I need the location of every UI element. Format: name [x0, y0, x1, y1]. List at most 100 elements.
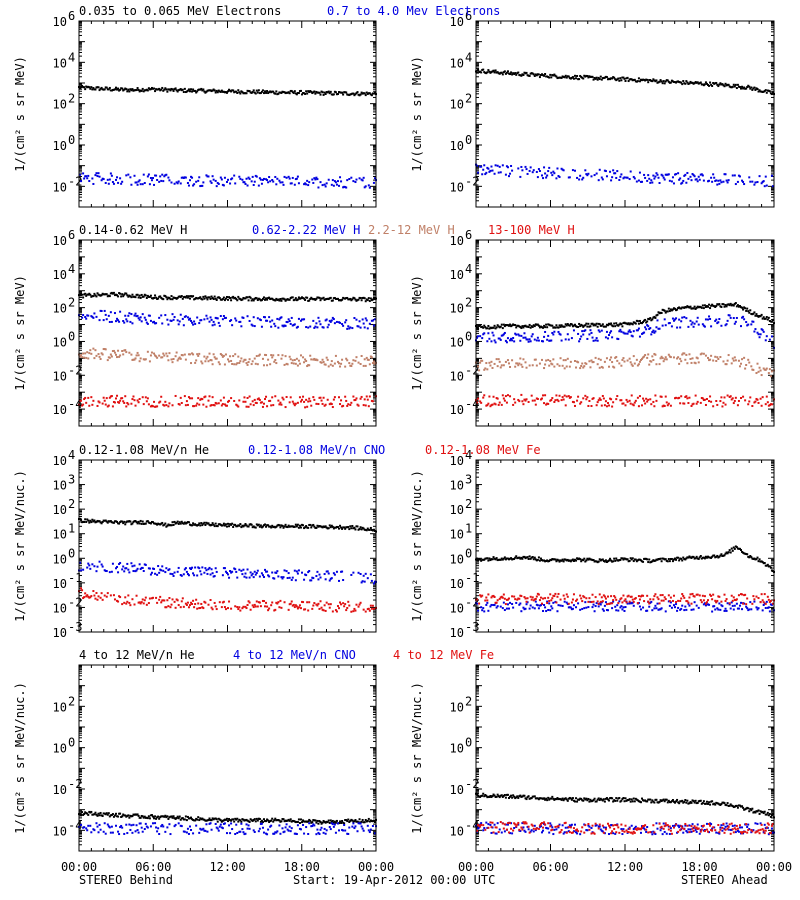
data-point — [162, 298, 165, 301]
data-point — [580, 401, 583, 404]
data-point — [506, 359, 509, 362]
data-point — [95, 570, 98, 573]
data-point — [585, 74, 588, 77]
data-point — [156, 523, 159, 526]
data-point — [507, 362, 510, 365]
data-point — [349, 525, 352, 528]
data-point — [155, 174, 158, 177]
data-point — [105, 293, 108, 296]
data-point — [142, 173, 145, 176]
data-point — [496, 164, 499, 167]
data-point — [137, 601, 140, 604]
data-point — [80, 587, 83, 590]
data-point — [719, 400, 722, 403]
data-point — [265, 91, 268, 94]
data-point — [90, 396, 93, 399]
data-point — [84, 518, 87, 521]
data-point — [333, 396, 336, 399]
data-point — [197, 397, 200, 400]
data-point — [222, 522, 225, 525]
data-point — [111, 521, 114, 524]
series-0 — [475, 68, 775, 96]
data-point — [495, 71, 498, 74]
data-point — [248, 523, 251, 526]
data-point — [487, 324, 490, 327]
data-point — [90, 315, 93, 318]
data-point — [95, 520, 98, 523]
data-point — [625, 398, 628, 401]
data-point — [210, 568, 213, 571]
data-point — [298, 396, 301, 399]
data-point — [219, 399, 222, 402]
data-point — [497, 171, 500, 174]
data-point — [339, 91, 342, 94]
data-point — [492, 395, 495, 398]
data-point — [175, 521, 178, 524]
data-point — [681, 353, 684, 356]
data-point — [364, 572, 367, 575]
data-point — [359, 573, 362, 576]
data-point — [616, 170, 619, 173]
data-point — [520, 165, 523, 168]
data-point — [658, 80, 661, 83]
data-point — [691, 307, 694, 310]
data-point — [94, 174, 97, 177]
data-point — [321, 526, 324, 529]
data-point — [656, 81, 659, 84]
data-point — [165, 567, 168, 570]
data-point — [135, 181, 138, 184]
data-point — [757, 90, 760, 93]
data-point — [621, 76, 624, 79]
data-point — [281, 354, 284, 357]
y-tick-label: 10 — [53, 15, 67, 29]
data-point — [310, 90, 313, 93]
data-point — [362, 527, 365, 530]
data-point — [183, 395, 186, 398]
data-point — [507, 72, 510, 75]
data-point — [248, 601, 251, 604]
data-point — [689, 305, 692, 308]
data-point — [636, 80, 639, 83]
data-point — [343, 526, 346, 529]
data-point — [632, 404, 635, 407]
data-point — [738, 86, 741, 89]
data-point — [368, 528, 371, 531]
data-point — [255, 571, 258, 574]
data-point — [165, 88, 168, 91]
data-point — [258, 298, 261, 301]
data-point — [224, 316, 227, 319]
data-point — [104, 569, 107, 572]
data-point — [199, 398, 202, 401]
data-point — [676, 308, 679, 311]
data-point — [654, 80, 657, 83]
data-point — [176, 182, 179, 185]
data-point — [718, 303, 721, 306]
data-point — [290, 296, 293, 299]
data-point — [307, 571, 310, 574]
data-point — [343, 297, 346, 300]
series-1 — [78, 560, 377, 585]
data-point — [507, 324, 510, 327]
data-point — [724, 173, 727, 176]
data-point — [585, 362, 588, 365]
data-point — [173, 600, 176, 603]
data-point — [620, 79, 623, 82]
data-point — [242, 525, 245, 528]
data-point — [667, 353, 670, 356]
data-point — [198, 296, 201, 299]
data-point — [683, 316, 686, 319]
data-point — [717, 321, 720, 324]
data-point — [529, 326, 532, 329]
data-point — [282, 398, 285, 401]
data-point — [86, 566, 89, 569]
data-point — [294, 523, 297, 526]
data-point — [169, 524, 172, 527]
data-point — [122, 295, 125, 298]
data-point — [288, 298, 291, 301]
data-point — [225, 295, 228, 298]
data-point — [231, 522, 234, 525]
data-point — [583, 330, 586, 333]
data-point — [165, 404, 168, 407]
data-point — [137, 88, 140, 91]
data-point — [106, 88, 109, 91]
